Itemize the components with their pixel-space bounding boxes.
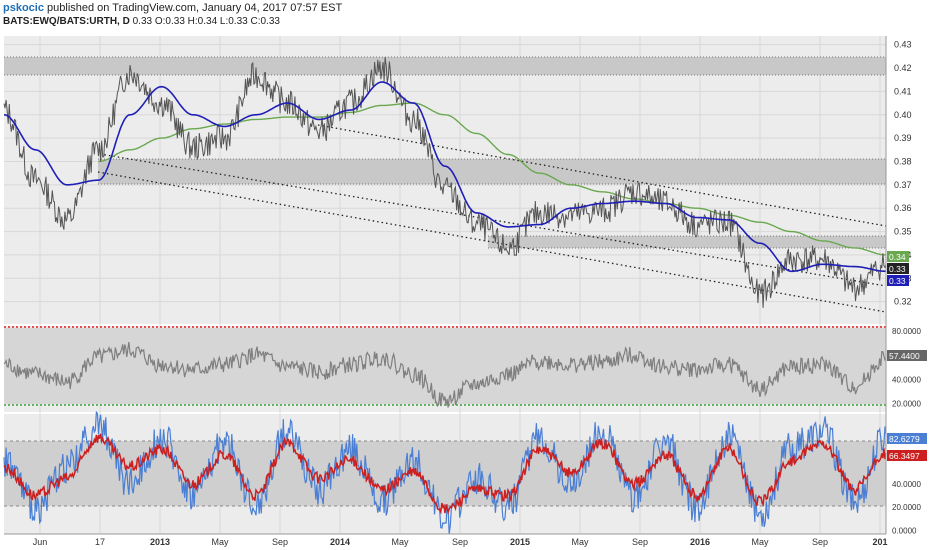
series-layer bbox=[3, 57, 887, 534]
slow-ma-badge: 0.34 bbox=[889, 252, 906, 262]
price-tick-label: 0.38 bbox=[894, 156, 912, 166]
fast-ma-line bbox=[3, 81, 886, 273]
x-tick-label: May bbox=[571, 537, 589, 547]
rsi-band bbox=[4, 328, 886, 404]
trendline-upper[interactable] bbox=[317, 124, 887, 227]
x-tick-label: Sep bbox=[632, 537, 648, 547]
price-line bbox=[3, 57, 887, 308]
x-tick-label: 2016 bbox=[690, 537, 710, 547]
resistance-zone bbox=[4, 57, 886, 75]
stochastic-d-badge-bg bbox=[887, 450, 927, 461]
rsi-value-badge-bg bbox=[887, 350, 927, 361]
ohlc-readout: 0.33 O:0.33 H:0.34 L:0.33 C:0.33 bbox=[132, 16, 280, 27]
x-tick-label: May bbox=[391, 537, 409, 547]
stochastic-d-line bbox=[3, 433, 887, 515]
price-tick-label: 0.35 bbox=[894, 227, 912, 237]
fast-ma-badge-bg bbox=[887, 275, 909, 286]
price-tick-label: 0.43 bbox=[894, 40, 912, 50]
price-tick-label: 0.42 bbox=[894, 63, 912, 73]
rsi-line bbox=[3, 342, 887, 408]
x-tick-label: 17 bbox=[95, 537, 105, 547]
stochastic-k-badge-bg bbox=[887, 433, 927, 444]
price-tick-label: 0.32 bbox=[894, 297, 912, 307]
x-tick-label: 2014 bbox=[330, 537, 350, 547]
stochastic-tick-label: 40.0000 bbox=[892, 480, 921, 489]
price-tick-label: 0.40 bbox=[894, 110, 912, 120]
x-tick-label: May bbox=[211, 537, 229, 547]
x-tick-label: Sep bbox=[272, 537, 288, 547]
slow-ma-line bbox=[98, 102, 886, 256]
stochastic-tick-label: 20.0000 bbox=[892, 503, 921, 512]
slow-ma-badge-bg bbox=[887, 251, 909, 262]
stochastic-tick-label: 0.0000 bbox=[892, 527, 917, 536]
price-tick-label: 0.39 bbox=[894, 133, 912, 143]
symbol-header: BATS:EWQ/BATS:URTH, D 0.33 O:0.33 H:0.34… bbox=[3, 16, 280, 27]
x-tick-label: 201 bbox=[872, 537, 887, 547]
stochastic-k-line bbox=[3, 411, 887, 534]
mid-zone bbox=[98, 159, 886, 184]
x-tick-label: 2015 bbox=[510, 537, 530, 547]
support-zone bbox=[488, 236, 886, 248]
trendline-lower[interactable] bbox=[97, 171, 887, 313]
value-badges: 0.34 0.33 0.33 57.4400 82.6279 66.3497 bbox=[887, 251, 927, 461]
rsi-value-badge: 57.4400 bbox=[889, 351, 920, 361]
price-tick-label: 0.36 bbox=[894, 203, 912, 213]
x-tick-label: 2013 bbox=[150, 537, 170, 547]
price-tick-label: 0.41 bbox=[894, 86, 912, 96]
price-badge: 0.33 bbox=[889, 264, 906, 274]
stochastic-d-badge: 66.3497 bbox=[889, 451, 920, 461]
stochastic-k-badge: 82.6279 bbox=[889, 434, 920, 444]
price-badge-bg bbox=[887, 263, 909, 274]
y-axes: 0.43 0.42 0.41 0.40 0.39 0.38 0.37 0.36 0.35 0.34… bbox=[892, 40, 921, 536]
x-tick-label: Sep bbox=[452, 537, 468, 547]
publish-header: pskocic published on TradingView.com, Ja… bbox=[3, 2, 342, 14]
author-link[interactable]: pskocic bbox=[3, 2, 44, 14]
rsi-tick-label: 20.0000 bbox=[892, 400, 921, 409]
x-tick-label: May bbox=[751, 537, 769, 547]
x-tick-label: Jun bbox=[33, 537, 48, 547]
rsi-tick-label: 40.0000 bbox=[892, 375, 921, 384]
price-tick-label: 0.37 bbox=[894, 180, 912, 190]
x-axis: Jun 17 2013 May Sep 2014 May Sep 2015 May Sep 2016 M… bbox=[33, 537, 888, 547]
published-text: published on TradingView.com, January 04… bbox=[47, 2, 343, 14]
rsi-tick-label: 80.0000 bbox=[892, 327, 921, 336]
x-tick-label: Sep bbox=[812, 537, 828, 547]
fast-ma-badge: 0.33 bbox=[889, 276, 906, 286]
symbol-label: BATS:EWQ/BATS:URTH, D bbox=[3, 16, 130, 27]
